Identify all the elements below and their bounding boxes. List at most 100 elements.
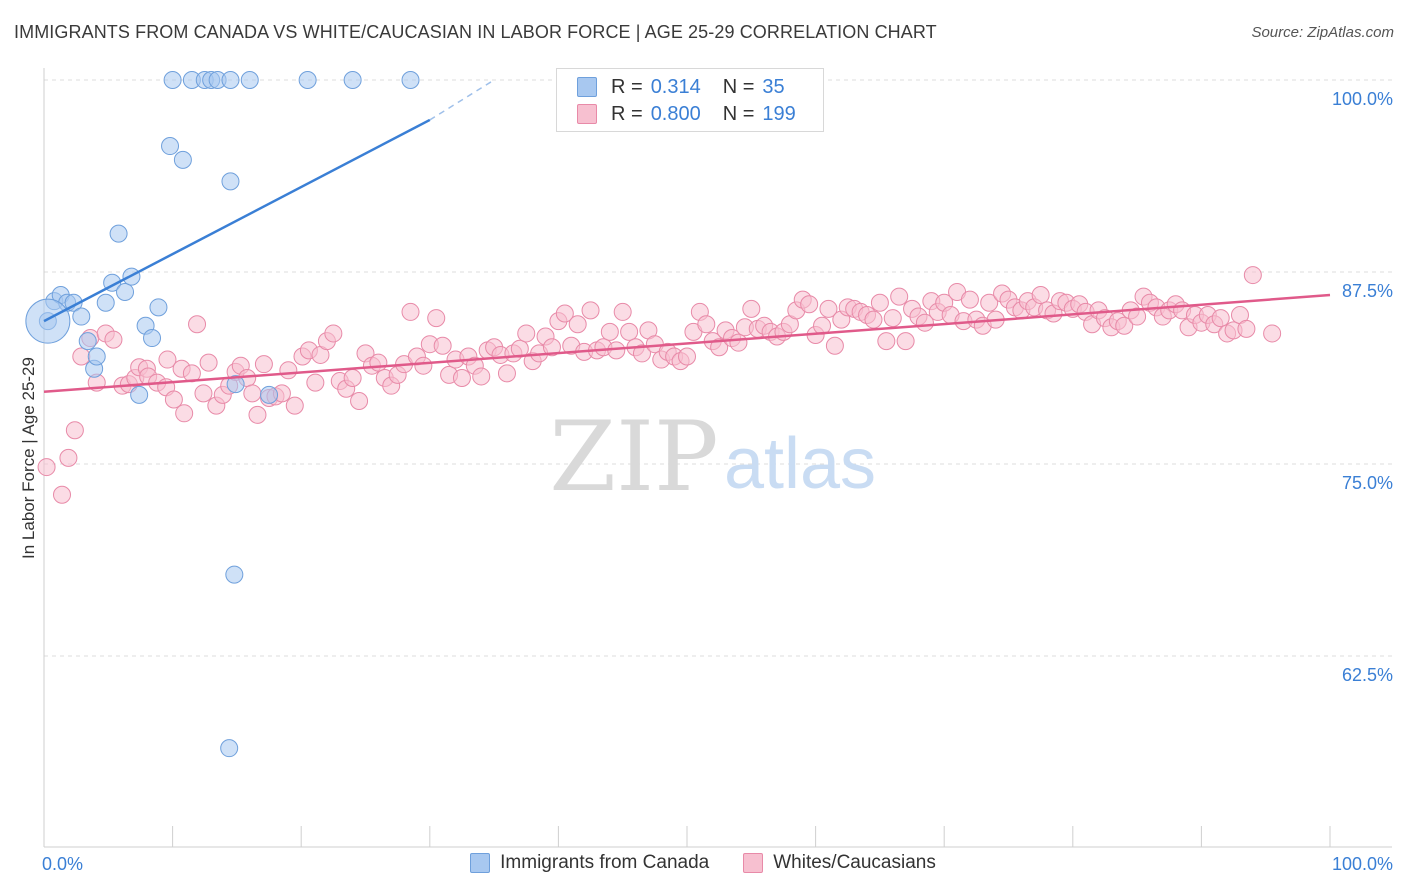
whites-point-8 — [104, 330, 123, 349]
y-axis-label: In Labor Force | Age 25-29 — [19, 357, 38, 559]
whites-point-132 — [890, 287, 909, 306]
canada-point-8 — [87, 347, 106, 366]
grid — [44, 79, 1392, 657]
canada-point-24 — [260, 385, 279, 404]
whites-point-24 — [199, 353, 218, 372]
x-tick-label-1: 100.0% — [1332, 854, 1393, 874]
legend-n-label: N = — [722, 102, 755, 125]
whites-point-60 — [427, 309, 446, 328]
whites-point-41 — [306, 373, 325, 392]
legend-r-label: R = — [611, 102, 643, 125]
whites-point-23 — [194, 384, 213, 403]
whites-point-80 — [555, 304, 574, 323]
canada-point-22 — [220, 739, 239, 758]
whites-point-188 — [1263, 324, 1282, 343]
canada-point-25 — [163, 71, 182, 89]
whites-point-122 — [825, 336, 844, 355]
canada-trend-line — [43, 118, 431, 323]
whites-point-3 — [65, 421, 84, 440]
canada-bubble — [25, 298, 71, 344]
whites-point-133 — [896, 332, 915, 351]
legend-r-value: 0.800 — [650, 102, 701, 125]
whites-point-143 — [960, 290, 979, 309]
canada-point-5 — [72, 307, 91, 326]
whites-point-92 — [632, 344, 651, 363]
whites-point-118 — [800, 295, 819, 314]
canada-point-19 — [173, 150, 192, 169]
legend-r-label: R = — [611, 75, 643, 98]
whites-point-78 — [542, 338, 561, 357]
legend-item-whites: Whites/Caucasians — [743, 852, 936, 874]
whites-point-186 — [1237, 319, 1256, 338]
y-tick-label-2: 87.5% — [1342, 281, 1393, 301]
legend-row-canada: R = 0.314 N = 35 — [577, 75, 785, 99]
canada-point-23 — [226, 375, 245, 394]
whites-point-64 — [452, 368, 471, 387]
whites-point-73 — [510, 339, 529, 358]
trend-lines — [43, 79, 1331, 394]
whites-point-48 — [350, 392, 369, 411]
whites-point-2 — [59, 448, 78, 467]
y-tick-label-0: 62.5% — [1342, 665, 1393, 685]
whites-point-61 — [433, 336, 452, 355]
whites-point-121 — [819, 299, 838, 318]
watermark: ZIP atlas — [549, 401, 876, 513]
canada-point-6 — [78, 332, 97, 351]
canada-point-9 — [96, 293, 115, 312]
whites-point-22 — [188, 315, 207, 334]
whites-point-128 — [864, 310, 883, 329]
whites-point-131 — [883, 309, 902, 328]
legend-label-canada: Immigrants from Canada — [500, 852, 710, 873]
whites-point-130 — [877, 332, 896, 351]
whites-point-44 — [324, 324, 343, 343]
legend-row-whites: R = 0.800 N = 199 — [577, 102, 796, 126]
watermark-atlas: atlas — [724, 424, 876, 504]
whites-point-146 — [980, 293, 999, 312]
whites-point-31 — [243, 384, 262, 403]
legend-item-canada: Immigrants from Canada — [470, 852, 709, 874]
chart-title: IMMIGRANTS FROM CANADA VS WHITE/CAUCASIA… — [14, 22, 937, 42]
canada-point-18 — [161, 137, 180, 156]
canada-point-30 — [221, 71, 240, 89]
tick-labels: 62.5% 75.0% 87.5% 100.0% 0.0% 100.0% — [42, 89, 1393, 874]
whites-point-99 — [678, 347, 696, 366]
whites-point-37 — [279, 361, 298, 380]
whites-point-33 — [254, 355, 273, 374]
whites-point-167 — [1115, 316, 1134, 335]
whites-trend-line — [43, 293, 1331, 394]
canada-point-33 — [343, 71, 362, 89]
legend-n-label: N = — [722, 75, 755, 98]
whites-point-47 — [343, 368, 362, 387]
canada-point-16 — [143, 329, 162, 348]
whites-point-4 — [72, 347, 91, 366]
canada-points — [25, 71, 420, 758]
canada-trend-extension — [429, 79, 495, 121]
canada-point-20 — [221, 172, 240, 191]
y-tick-label-1: 75.0% — [1342, 473, 1393, 493]
whites-point-129 — [870, 293, 889, 312]
canada-point-17 — [149, 298, 168, 317]
whites-point-74 — [517, 324, 536, 343]
legend-swatch-whites — [577, 104, 597, 124]
legend-n-value: 199 — [762, 102, 796, 125]
axes — [43, 68, 1392, 848]
legend-n-value: 35 — [762, 75, 785, 98]
whites-point-107 — [729, 333, 748, 352]
whites-point-0 — [37, 458, 56, 477]
x-tick-label-0: 0.0% — [42, 854, 83, 874]
canada-point-12 — [116, 282, 135, 301]
whites-point-32 — [248, 405, 267, 424]
chart-source: Source: ZipAtlas.com — [1251, 24, 1394, 41]
whites-point-90 — [620, 322, 639, 341]
watermark-zip: ZIP — [549, 401, 718, 513]
whites-point-154 — [1031, 286, 1050, 305]
whites-point-71 — [497, 364, 516, 383]
legend-swatch-canada — [470, 853, 491, 873]
whites-point-82 — [568, 315, 587, 334]
whites-point-38 — [285, 396, 304, 415]
stats-legend: R = 0.314 N = 35 R = 0.800 N = 199 — [556, 68, 824, 132]
whites-point-17 — [158, 350, 177, 369]
whites-point-169 — [1128, 307, 1147, 326]
whites-point-20 — [175, 404, 194, 423]
